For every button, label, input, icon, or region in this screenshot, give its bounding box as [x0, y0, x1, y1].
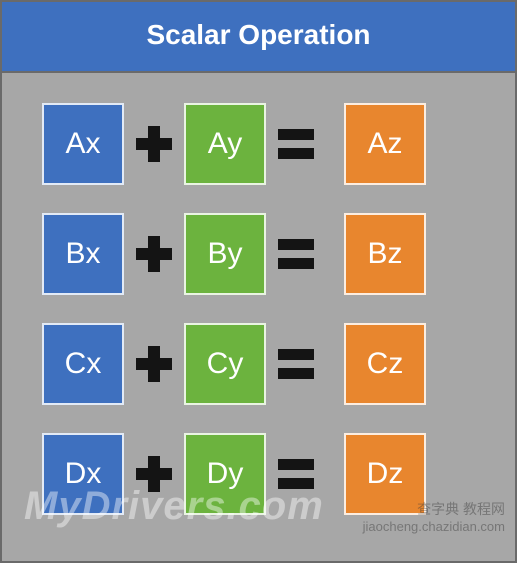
operand-cell-y: Ay [184, 103, 266, 185]
operand-cell-x: Bx [42, 213, 124, 295]
operand-cell-x: Ax [42, 103, 124, 185]
operand-cell-z: Cz [344, 323, 426, 405]
watermark-side-line2: jiaocheng.chazidian.com [363, 519, 505, 535]
plus-icon [124, 346, 184, 382]
operand-cell-x: Cx [42, 323, 124, 405]
operand-cell-y: Cy [184, 323, 266, 405]
operand-cell-z: Dz [344, 433, 426, 515]
equals-icon [266, 239, 326, 269]
equals-icon [266, 459, 326, 489]
operation-row: Cx Cy Cz [42, 323, 485, 405]
operation-row: Bx By Bz [42, 213, 485, 295]
operand-cell-z: Az [344, 103, 426, 185]
operation-grid: AxAyAzBxByBzCxCyCzDxDyDz MyDrivers.com 查… [2, 73, 515, 541]
operation-row: Dx Dy Dz [42, 433, 485, 515]
plus-icon [124, 126, 184, 162]
equals-icon [266, 349, 326, 379]
operand-cell-y: By [184, 213, 266, 295]
operand-cell-z: Bz [344, 213, 426, 295]
operand-cell-y: Dy [184, 433, 266, 515]
plus-icon [124, 236, 184, 272]
operation-row: Ax Ay Az [42, 103, 485, 185]
operand-cell-x: Dx [42, 433, 124, 515]
title-text: Scalar Operation [146, 19, 370, 50]
plus-icon [124, 456, 184, 492]
scalar-operation-card: Scalar Operation AxAyAzBxByBzCxCyCzDxDyD… [0, 0, 517, 563]
equals-icon [266, 129, 326, 159]
title-bar: Scalar Operation [2, 2, 515, 73]
